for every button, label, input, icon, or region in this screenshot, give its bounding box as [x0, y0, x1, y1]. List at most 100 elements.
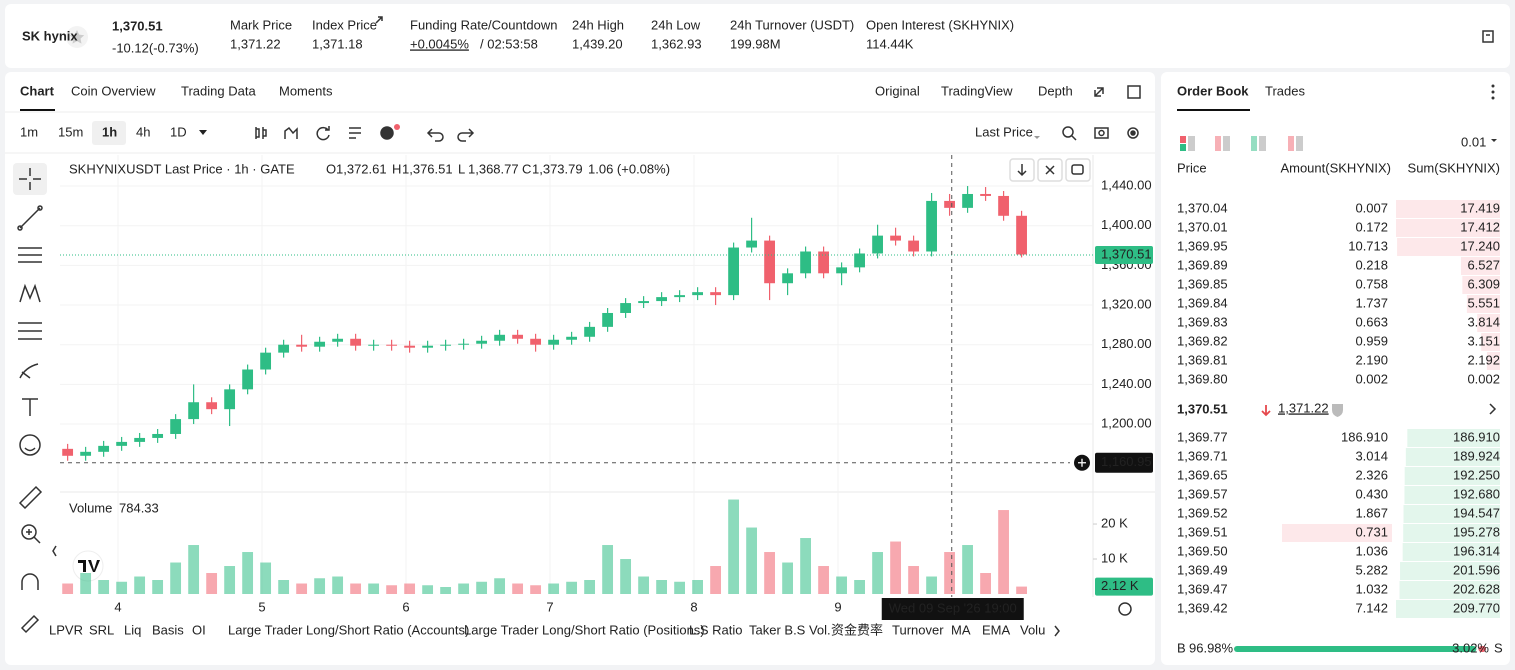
volume-bar [998, 510, 1009, 594]
ob-price[interactable]: 1,369.71 [1177, 448, 1228, 463]
interval[interactable]: 4h [136, 124, 150, 139]
candle-body [872, 235, 883, 254]
ob-price[interactable]: 1,369.82 [1177, 333, 1228, 348]
x-tick-label: 5 [258, 599, 265, 614]
indicator-tab[interactable]: Basis [152, 622, 184, 637]
ob-price[interactable]: 1,369.49 [1177, 562, 1228, 577]
ob-amount: 2.326 [1355, 467, 1388, 482]
volume-bar [98, 580, 110, 594]
ob-amount: 1.032 [1355, 581, 1388, 596]
view-tab[interactable]: Original [875, 83, 920, 98]
settings-icon[interactable] [1118, 602, 1132, 616]
interval[interactable]: 1D [170, 124, 187, 139]
ob-price[interactable]: 1,369.52 [1177, 505, 1228, 520]
volume-bar [278, 580, 290, 594]
ob-price[interactable]: 1,369.47 [1177, 581, 1228, 596]
ob-amount: 0.663 [1355, 314, 1388, 329]
ob-price[interactable]: 1,369.65 [1177, 467, 1228, 482]
menu-dot[interactable] [1491, 90, 1495, 94]
ob-precision[interactable]: 0.01 [1461, 134, 1486, 149]
depth-bar [1466, 295, 1500, 313]
ob-price[interactable]: 1,369.80 [1177, 371, 1228, 386]
volume-bar [296, 583, 308, 594]
chart-tab[interactable]: Moments [279, 83, 333, 98]
indicator-tab[interactable]: OI [192, 622, 206, 637]
ob-price[interactable]: 1,370.01 [1177, 219, 1228, 234]
volume-bar [512, 583, 524, 594]
collapse-arrow[interactable] [52, 545, 57, 557]
menu-dot[interactable] [1491, 84, 1495, 88]
external-link-icon[interactable] [375, 16, 383, 24]
chart-header-buttons[interactable] [1009, 158, 1091, 182]
indicator-tab[interactable]: Liq [124, 622, 141, 637]
candle-body [692, 292, 703, 296]
order-book-view-icons[interactable] [1180, 136, 1303, 151]
volume-bar [404, 583, 416, 594]
expand-icon[interactable] [1094, 87, 1104, 97]
expand-arrow[interactable] [1489, 403, 1497, 415]
ob-price[interactable]: 1,369.42 [1177, 600, 1228, 615]
interval[interactable]: 15m [58, 124, 83, 139]
candle-body [62, 448, 74, 456]
view-tab[interactable]: Depth [1038, 83, 1073, 98]
chart-tab[interactable]: Chart [20, 83, 55, 98]
notes-icon[interactable] [1482, 30, 1494, 43]
chart-tab[interactable]: Coin Overview [71, 83, 156, 98]
volume-bar [890, 541, 901, 594]
indicator-tab[interactable]: Volu [1020, 622, 1045, 637]
ob-price[interactable]: 1,369.85 [1177, 276, 1228, 291]
ob-sum: 2.192 [1467, 352, 1500, 367]
candle-body [728, 247, 739, 296]
chart-tab[interactable]: Trading Data [181, 83, 256, 98]
ob-price[interactable]: 1,369.83 [1177, 314, 1228, 329]
volume-bar [584, 580, 596, 594]
scroll-right[interactable] [1054, 625, 1060, 637]
price-type[interactable]: Last Price [975, 124, 1033, 139]
ob-buy-ratio: 96.98% [1189, 640, 1234, 655]
indicator-tab[interactable]: LPVR [49, 622, 83, 637]
ob-price[interactable]: 1,370.04 [1177, 200, 1228, 215]
indicator-tab[interactable]: SRL [89, 622, 114, 637]
chart-toolbar-icons[interactable] [255, 126, 1139, 142]
ob-price[interactable]: 1,369.84 [1177, 295, 1228, 310]
stat-label: Index Price [312, 17, 377, 32]
volume-bar [818, 566, 829, 594]
dropdown-caret[interactable] [1491, 139, 1497, 142]
dropdown-caret[interactable] [1034, 136, 1040, 139]
ob-price[interactable]: 1,369.50 [1177, 543, 1228, 558]
y-tick-label: 1,400.00 [1101, 217, 1152, 232]
indicator-tab[interactable]: L.S Ratio [689, 622, 742, 637]
view-tab[interactable]: TradingView [941, 83, 1013, 98]
ob-price[interactable]: 1,369.51 [1177, 524, 1228, 539]
ob-price[interactable]: 1,369.81 [1177, 352, 1228, 367]
indicator-tab[interactable]: MA [951, 622, 971, 637]
candle-body [908, 240, 919, 252]
volume-bar [656, 580, 667, 594]
indicator-tab[interactable]: Large Trader Long/Short Ratio (Positions… [464, 622, 705, 637]
dropdown-caret[interactable] [199, 130, 207, 135]
indicator-tab[interactable]: EMA [982, 622, 1011, 637]
ob-tab[interactable]: Trades [1265, 83, 1305, 98]
ob-tab[interactable]: Order Book [1177, 83, 1249, 98]
ob-sum: 3.151 [1467, 333, 1500, 348]
candle-body [1016, 215, 1027, 255]
indicator-tab[interactable]: 资金费率 [831, 622, 883, 637]
candle-body [386, 344, 398, 346]
menu-dot[interactable] [1491, 96, 1495, 100]
ob-price[interactable]: 1,369.95 [1177, 238, 1228, 253]
ob-price[interactable]: 1,369.57 [1177, 486, 1228, 501]
indicator-tab[interactable]: Turnover [892, 622, 944, 637]
interval[interactable]: 1m [20, 124, 38, 139]
ob-price[interactable]: 1,369.89 [1177, 257, 1228, 272]
ob-sum: 186.910 [1453, 429, 1500, 444]
window-icon[interactable] [1127, 85, 1141, 99]
ob-amount: 1.036 [1355, 543, 1388, 558]
drawing-toolbar[interactable] [17, 168, 43, 634]
candle-body [944, 200, 955, 208]
interval[interactable]: 1h [102, 124, 117, 139]
candle-body [170, 419, 182, 434]
indicator-tab[interactable]: Large Trader Long/Short Ratio (Accounts) [228, 622, 469, 637]
ob-price[interactable]: 1,369.77 [1177, 429, 1228, 444]
indicator-tab[interactable]: Taker B.S Vol. [749, 622, 831, 637]
volume-bar [386, 585, 398, 594]
